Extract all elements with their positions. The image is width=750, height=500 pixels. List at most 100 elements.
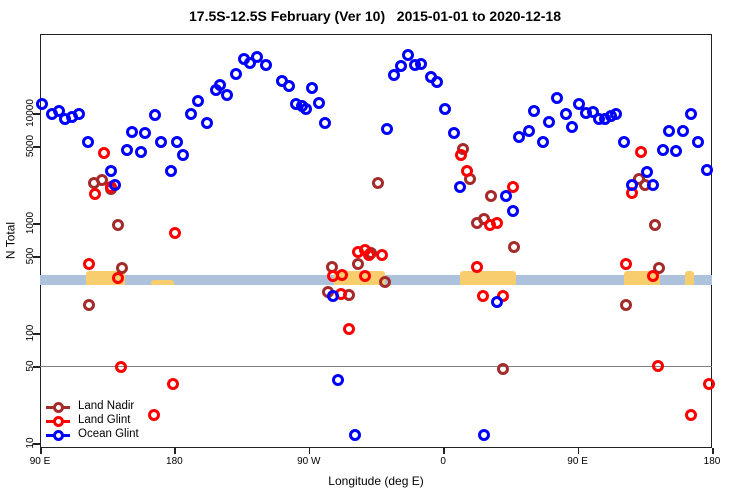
data-point-land-glint: [89, 188, 102, 201]
data-point-land-glint: [335, 269, 348, 282]
plot-area: [35, 34, 716, 448]
x-tick: [577, 448, 580, 454]
data-point-ocean-glint: [491, 295, 504, 308]
x-tick-label: 180: [703, 456, 721, 467]
data-point-ocean-glint: [35, 97, 48, 110]
land-nadir-circle-icon: [53, 402, 64, 413]
land-glint-symbol-icon: [46, 416, 70, 427]
data-point-ocean-glint: [192, 94, 205, 107]
data-point-ocean-glint: [670, 145, 683, 158]
data-point-land-glint: [148, 409, 161, 422]
data-point-land-glint: [455, 149, 468, 162]
data-point-land-nadir: [116, 262, 129, 275]
data-point-ocean-glint: [214, 79, 227, 92]
data-point-land-glint: [620, 258, 633, 271]
data-point-ocean-glint: [327, 289, 340, 302]
data-point-land-nadir: [497, 362, 510, 375]
x-tick-label: 90 E: [29, 456, 51, 467]
legend-label: Land Glint: [78, 414, 131, 426]
data-point-ocean-glint: [185, 108, 198, 121]
data-point-land-glint: [115, 360, 128, 373]
data-point-land-glint: [351, 246, 364, 259]
x-axis-title: Longitude (deg E): [328, 474, 424, 488]
x-tick: [308, 448, 311, 454]
data-point-ocean-glint: [395, 60, 408, 73]
y-tick: [33, 113, 40, 115]
data-point-ocean-glint: [513, 131, 526, 144]
data-point-ocean-glint: [685, 108, 698, 121]
data-point-land-glint: [83, 258, 96, 271]
data-point-ocean-glint: [165, 164, 178, 177]
y-tick: [33, 366, 40, 368]
data-point-land-glint: [477, 289, 490, 302]
data-point-land-nadir: [649, 219, 662, 232]
data-point-land-glint: [685, 409, 698, 422]
y-axis-title: N Total: [3, 221, 18, 260]
y-tick-label: 100: [25, 324, 36, 342]
data-point-ocean-glint: [283, 80, 296, 93]
ocean-glint-symbol-icon: [46, 430, 70, 441]
data-point-ocean-glint: [499, 189, 512, 202]
data-point-land-glint: [169, 227, 182, 240]
data-point-ocean-glint: [551, 92, 564, 105]
y-tick-label: 10000: [25, 99, 36, 127]
x-tick-label: 90 E: [567, 456, 588, 467]
data-point-ocean-glint: [415, 57, 428, 70]
data-point-land-glint: [634, 146, 647, 159]
y-tick-label: 1000: [25, 211, 36, 235]
data-point-ocean-glint: [401, 49, 414, 62]
y-tick: [33, 443, 40, 445]
data-point-ocean-glint: [82, 135, 95, 148]
y-tick-label: 10: [25, 437, 36, 449]
data-point-ocean-glint: [332, 373, 345, 386]
data-point-land-glint: [111, 271, 124, 284]
y-tick: [33, 333, 40, 335]
data-point-ocean-glint: [543, 115, 556, 128]
data-point-ocean-glint: [305, 82, 318, 95]
data-point-ocean-glint: [447, 127, 460, 140]
y-tick: [33, 256, 40, 258]
data-point-ocean-glint: [155, 135, 168, 148]
data-point-ocean-glint: [453, 181, 466, 194]
data-point-ocean-glint: [641, 166, 654, 179]
data-point-land-nadir: [378, 275, 391, 288]
data-point-ocean-glint: [431, 75, 444, 88]
legend-label: Land Nadir: [78, 400, 135, 412]
data-point-land-glint: [491, 216, 504, 229]
data-point-ocean-glint: [120, 144, 133, 157]
data-point-ocean-glint: [618, 135, 631, 148]
data-point-ocean-glint: [701, 163, 714, 176]
reference-line-50: [40, 366, 712, 368]
data-point-ocean-glint: [299, 103, 312, 116]
data-point-ocean-glint: [692, 135, 705, 148]
data-point-ocean-glint: [73, 108, 86, 121]
data-point-land-glint: [460, 165, 473, 178]
x-tick-label: 90 W: [297, 456, 321, 467]
legend-label: Ocean Glint: [78, 428, 139, 440]
data-point-ocean-glint: [507, 204, 520, 217]
data-point-ocean-glint: [387, 69, 400, 82]
data-point-land-nadir: [485, 189, 498, 202]
data-point-ocean-glint: [312, 96, 325, 109]
data-point-ocean-glint: [528, 104, 541, 117]
data-point-ocean-glint: [170, 136, 183, 149]
data-point-ocean-glint: [251, 51, 264, 64]
data-point-ocean-glint: [677, 125, 690, 138]
data-point-land-nadir: [83, 298, 96, 311]
data-point-land-glint: [652, 359, 665, 372]
data-point-ocean-glint: [537, 135, 550, 148]
y-tick: [33, 223, 40, 225]
data-point-ocean-glint: [229, 68, 242, 81]
data-point-land-nadir: [508, 240, 521, 253]
data-point-ocean-glint: [626, 178, 639, 191]
data-point-land-nadir: [96, 173, 109, 186]
data-point-land-glint: [703, 377, 716, 390]
data-point-ocean-glint: [259, 58, 272, 71]
data-point-land-nadir: [351, 258, 364, 271]
land-fraction-patch: [150, 280, 175, 285]
data-point-ocean-glint: [647, 179, 660, 192]
data-point-ocean-glint: [109, 179, 122, 192]
data-point-land-glint: [363, 249, 376, 262]
data-point-land-nadir: [653, 262, 666, 275]
